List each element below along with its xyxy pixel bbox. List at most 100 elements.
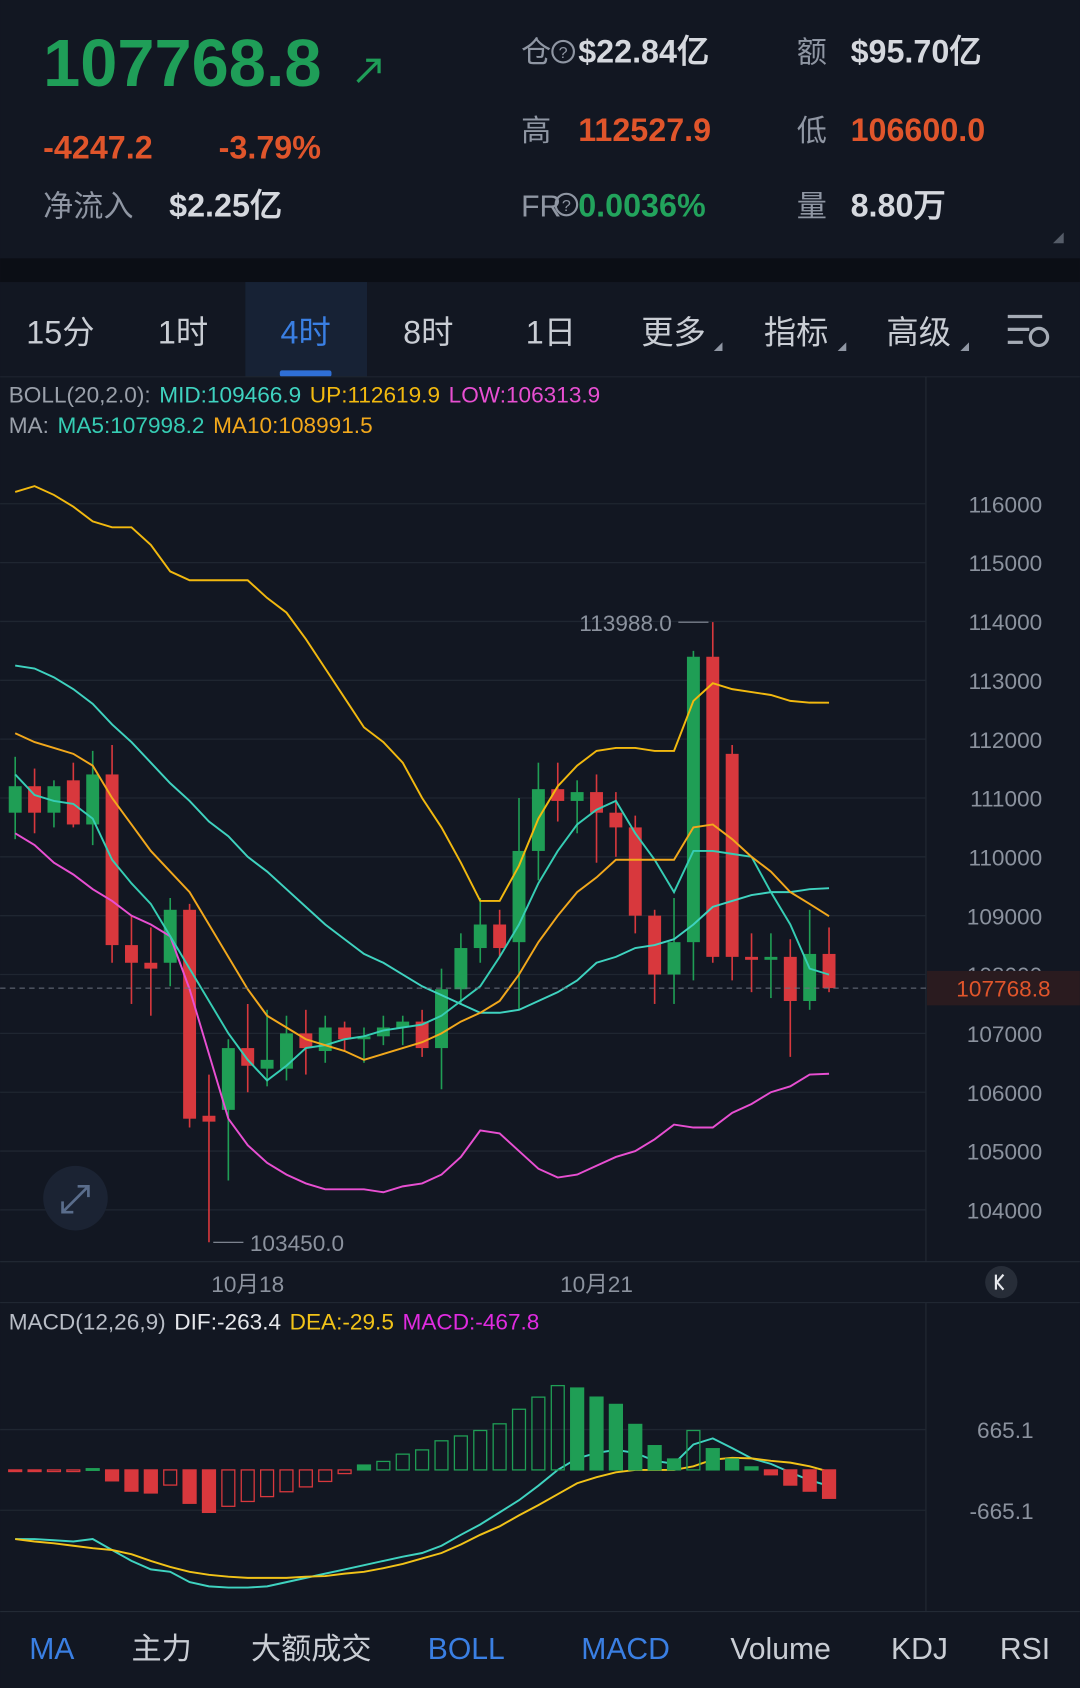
macd-bar <box>511 1408 527 1471</box>
y-tick-label: 107000 <box>967 1022 1042 1047</box>
y-tick-label: 115000 <box>968 551 1042 576</box>
candle-body <box>570 792 584 801</box>
legend-entry: MA5:107998.2 <box>58 413 205 438</box>
volume: 8.80万 <box>851 187 946 223</box>
indicator-line <box>14 732 830 1061</box>
legend-entry: MA: <box>9 413 49 438</box>
candle-body <box>628 827 642 916</box>
indicator-tabs: MA 主力 大额成交 BOLL MACD Volume KDJ RSI <box>29 1632 1050 1666</box>
candle-body <box>745 956 758 960</box>
timeframe-tab[interactable]: 指标 <box>764 314 829 350</box>
legend-entry: MACD:-467.8 <box>403 1310 540 1335</box>
indicator-tab[interactable]: 大额成交 <box>251 1632 372 1666</box>
macd-bar <box>589 1396 604 1471</box>
high-price: 112527.9 <box>578 112 711 148</box>
timeframe-tab[interactable]: 8时 <box>403 314 453 350</box>
active-tab-indicator <box>279 370 332 377</box>
macd-line <box>15 1437 830 1589</box>
macd-bar <box>66 1469 81 1473</box>
candle-body <box>493 924 507 949</box>
legend-entry: MA10:108991.5 <box>213 413 373 438</box>
candle-body <box>144 962 158 969</box>
macd-bar <box>570 1387 585 1471</box>
expand-button[interactable] <box>43 1165 108 1231</box>
candle-body <box>241 1048 255 1066</box>
candle-body <box>66 780 80 825</box>
active-tab-bg <box>245 282 368 377</box>
macd-bar <box>163 1469 178 1486</box>
indicator-tab[interactable]: BOLL <box>428 1633 505 1666</box>
x-tick-label: 10月18 <box>211 1272 284 1297</box>
legend-entry: BOLL(20,2.0): <box>9 383 151 408</box>
legend-entry: MACD(12,26,9) <box>9 1310 166 1335</box>
indicator-tab[interactable]: 主力 <box>131 1632 191 1666</box>
macd-bar <box>666 1458 682 1471</box>
low-price: 106600.0 <box>851 112 986 148</box>
scroll-latest-button[interactable] <box>985 1266 1018 1299</box>
timeframe-tab[interactable]: 1时 <box>158 314 208 350</box>
indicator-tab[interactable]: Volume <box>730 1633 830 1666</box>
indicator-line <box>14 485 830 902</box>
timeframe-tabs: 15分 1时 4时 8时 1日 更多 指标 高级 <box>26 282 951 377</box>
macd-bar <box>182 1469 197 1504</box>
candle-body <box>686 656 700 943</box>
macd-bar <box>783 1469 798 1486</box>
macd-bar <box>337 1469 352 1475</box>
legend-entry: DEA:-29.5 <box>290 1310 394 1335</box>
candle-body <box>338 1027 352 1040</box>
legend-entry: UP:112619.9 <box>310 383 440 408</box>
indicator-line <box>14 832 830 1194</box>
candle-body <box>376 1027 390 1037</box>
candle-body <box>260 1059 274 1069</box>
candle-body <box>803 953 817 1002</box>
timeframe-tab[interactable]: 15分 <box>26 314 94 350</box>
svg-text:?: ? <box>562 197 571 215</box>
indicator-line <box>14 773 830 1082</box>
macd-bar <box>395 1453 410 1471</box>
y-tick-label: 105000 <box>967 1140 1042 1165</box>
macd-bar <box>221 1469 236 1507</box>
timeframe-tab[interactable]: 更多 <box>641 314 706 350</box>
candle-body <box>764 956 778 960</box>
y-tick-label: 111000 <box>970 787 1042 812</box>
macd-bar <box>356 1464 372 1471</box>
candle-body <box>202 1115 216 1122</box>
macd-bar <box>744 1466 759 1471</box>
main-plot: 1040001050001060001070001080001090001100… <box>0 383 1080 1589</box>
indicator-line <box>15 664 830 1014</box>
settings-icon[interactable] <box>1007 314 1050 348</box>
candle-body <box>667 942 681 975</box>
indicator-tab[interactable]: RSI <box>1000 1633 1050 1666</box>
macd-bar <box>27 1469 42 1473</box>
macd-bar <box>415 1449 430 1471</box>
candle-body <box>551 789 565 801</box>
macd-bar <box>298 1469 313 1488</box>
indicator-tab[interactable]: KDJ <box>891 1633 948 1666</box>
info-icon[interactable]: ? <box>551 39 575 64</box>
y-tick-label: 112000 <box>968 728 1042 753</box>
timeframe-tab[interactable]: 4时 <box>281 314 331 350</box>
candle-body <box>280 1033 293 1069</box>
indicator-tab[interactable]: MACD <box>581 1633 670 1666</box>
candle-body <box>822 953 836 989</box>
candle-body <box>706 656 720 957</box>
macd-bar <box>608 1403 624 1471</box>
macd-bar <box>686 1429 701 1471</box>
high-label: 高 <box>521 114 551 148</box>
y-tick-label: -665.1 <box>970 1499 1034 1524</box>
timeframe-tab[interactable]: 1日 <box>526 314 576 350</box>
net-inflow: $2.25亿 <box>169 187 282 223</box>
y-tick-label: 110000 <box>968 845 1042 870</box>
timeframe-tab[interactable]: 高级 <box>886 314 951 350</box>
net-inflow-label: 净流入 <box>43 189 133 223</box>
macd-bar <box>8 1469 23 1473</box>
legend-entry: LOW:106313.9 <box>449 383 601 408</box>
macd-bar <box>705 1448 720 1471</box>
macd-bar <box>124 1469 139 1492</box>
info-icon[interactable]: ? <box>554 192 579 217</box>
annotation-label: 103450.0 <box>250 1231 344 1256</box>
indicator-tab[interactable]: MA <box>29 1633 75 1666</box>
